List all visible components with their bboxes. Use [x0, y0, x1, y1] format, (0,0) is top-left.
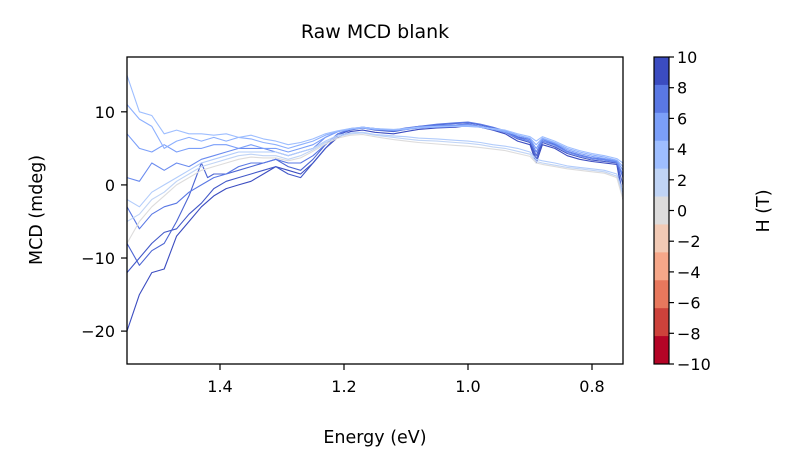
colorbar-tick-label: 4: [677, 140, 687, 159]
colorbar-tick-label: 6: [677, 109, 687, 128]
y-tick-label: −20: [81, 322, 115, 341]
series-line-1: [127, 123, 623, 273]
colorbar-tick-label: −4: [677, 263, 701, 282]
y-tick-label: 10: [95, 103, 115, 122]
colorbar-band: [654, 84, 669, 114]
colorbar-band: [654, 196, 669, 225]
colorbar-band: [654, 168, 669, 198]
colorbar-tick-label: 10: [677, 48, 697, 67]
colorbar-tick-label: 8: [677, 79, 687, 98]
series-line-6: [127, 104, 623, 167]
colorbar-tick-label: −10: [677, 355, 711, 374]
colorbar-band: [654, 57, 669, 86]
series-line-8: [127, 131, 623, 208]
x-tick-label: 1.4: [207, 377, 232, 396]
x-tick-label: 1.2: [331, 377, 356, 396]
colorbar-band: [654, 308, 669, 337]
series-line-10: [127, 133, 623, 244]
series-line-9: [127, 132, 623, 222]
y-axis: 10 0 −10 −20: [81, 103, 127, 341]
series-line-7: [127, 75, 623, 164]
y-tick-label: 0: [105, 176, 115, 195]
colorbar-label: H (T): [754, 189, 774, 232]
colorbar-tick-label: −2: [677, 232, 701, 251]
colorbar-band: [654, 336, 669, 365]
colorbar-band: [654, 140, 669, 170]
colorbar: 10 8 6 4 2 0 −2 −4 −6 −8 −10: [653, 48, 711, 374]
colorbar-band: [654, 252, 669, 281]
colorbar-tick-label: 2: [677, 171, 687, 190]
series-layer: [127, 75, 623, 332]
plot-frame: [126, 56, 624, 365]
x-tick-label: 0.8: [579, 377, 604, 396]
series-line-0: [127, 125, 623, 332]
colorbar-band: [654, 280, 669, 309]
colorbar-tick-label: −8: [677, 324, 701, 343]
y-tick-label: −10: [81, 249, 115, 268]
colorbar-tick-label: 0: [677, 202, 687, 221]
y-axis-label: MCD (mdeg): [27, 155, 47, 265]
colorbar-band: [654, 112, 669, 142]
colorbar-tick-label: −6: [677, 294, 701, 313]
chart-title: Raw MCD blank: [301, 21, 449, 43]
x-axis: 1.4 1.2 1.0 0.8: [207, 364, 605, 396]
colorbar-band: [654, 224, 669, 253]
x-tick-label: 1.0: [455, 377, 480, 396]
x-axis-label: Energy (eV): [323, 428, 426, 448]
